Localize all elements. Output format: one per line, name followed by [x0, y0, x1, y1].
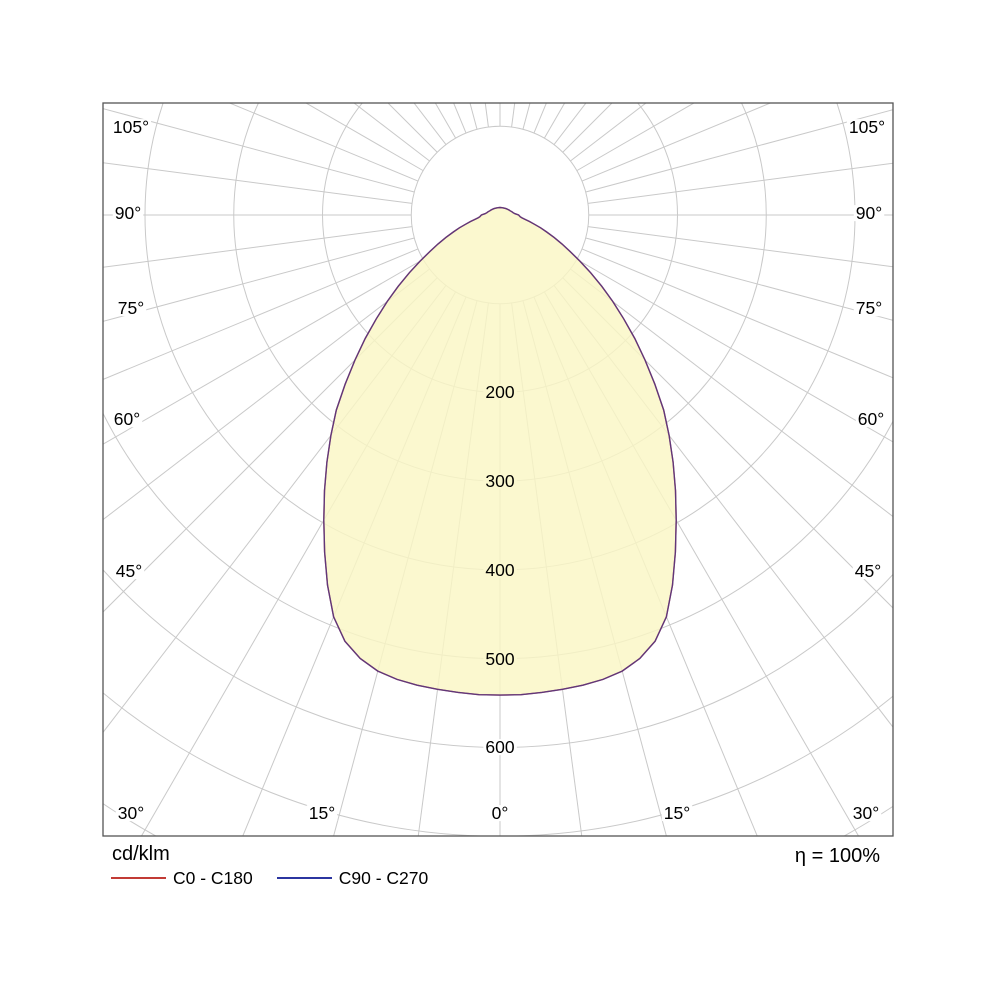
angle-label: 0°: [492, 803, 509, 823]
angle-label: 15°: [309, 803, 335, 823]
grid-radial-line: [305, 103, 424, 172]
angle-label: 75°: [856, 298, 882, 318]
angle-label: 45°: [116, 561, 142, 581]
angle-label: 90°: [856, 203, 882, 223]
grid-radial-line: [387, 103, 438, 153]
intensity-curve: [323, 206, 677, 696]
grid-radial-line: [570, 268, 893, 518]
legend-label-c0-c180: C0 - C180: [173, 867, 253, 888]
grid-radial-line: [103, 226, 413, 268]
angle-label: 60°: [114, 409, 140, 429]
plot-frame: [102, 102, 894, 837]
angle-label: 30°: [853, 803, 879, 823]
efficiency-label: η = 100%: [794, 845, 880, 867]
grid-radial-line: [413, 103, 447, 145]
angle-label: 90°: [115, 203, 141, 223]
grid-radial-line: [585, 237, 893, 321]
grid-radial-line: [228, 103, 419, 182]
grid-radial-line: [581, 103, 772, 182]
radial-value-label: 600: [485, 737, 514, 757]
grid-radial-line: [576, 103, 695, 172]
grid-radial-line: [469, 103, 478, 130]
angle-label: 30°: [118, 803, 144, 823]
angle-label: 60°: [858, 409, 884, 429]
unit-label: cd/klm: [112, 843, 170, 865]
radial-value-label: 500: [485, 649, 514, 669]
grid-radial-line: [587, 226, 893, 268]
grid-radial-line: [434, 103, 457, 139]
grid-radial-line: [576, 258, 893, 443]
angle-label: 105°: [113, 117, 149, 137]
grid-radial-line: [103, 258, 424, 445]
grid-radial-line: [103, 162, 413, 204]
grid-radial-line: [103, 268, 430, 521]
legend-line-c0-c180: [111, 877, 166, 879]
curve-c90-c270: [323, 206, 677, 696]
angle-label: 105°: [849, 117, 885, 137]
grid-radial-line: [562, 103, 613, 153]
grid-radial-line: [553, 103, 587, 145]
grid-radial-line: [103, 237, 415, 322]
legend-line-c90-c270: [276, 877, 332, 879]
angle-label: 75°: [118, 298, 144, 318]
beam-fill: [323, 207, 677, 696]
grid-radial-line: [103, 248, 419, 380]
grid-radial-line: [562, 277, 893, 609]
grid-radial-line: [533, 103, 547, 134]
angle-label: 45°: [855, 561, 881, 581]
radial-value-label: 400: [485, 560, 514, 580]
radial-value-label: 200: [485, 382, 514, 402]
grid-radial-line: [543, 103, 566, 139]
angle-label: 15°: [664, 803, 690, 823]
radial-value-label: 300: [485, 471, 514, 491]
grid-radial-line: [587, 162, 893, 204]
grid-radial-line: [453, 103, 467, 134]
legend-label-c90-c270: C90 - C270: [338, 867, 429, 888]
grid-radial-line: [103, 108, 415, 193]
legend: C0 - C180 C90 - C270: [111, 867, 452, 888]
grid-radial-line: [585, 109, 893, 193]
axis-labels: 105° 90° 75° 60° 45° 30° 15° 0° 15° 30° 45° 60° 75° 9…: [113, 117, 885, 823]
grid-radial-line: [581, 248, 893, 379]
grid-radial-line: [522, 103, 531, 130]
grid-radial-line: [103, 277, 438, 613]
